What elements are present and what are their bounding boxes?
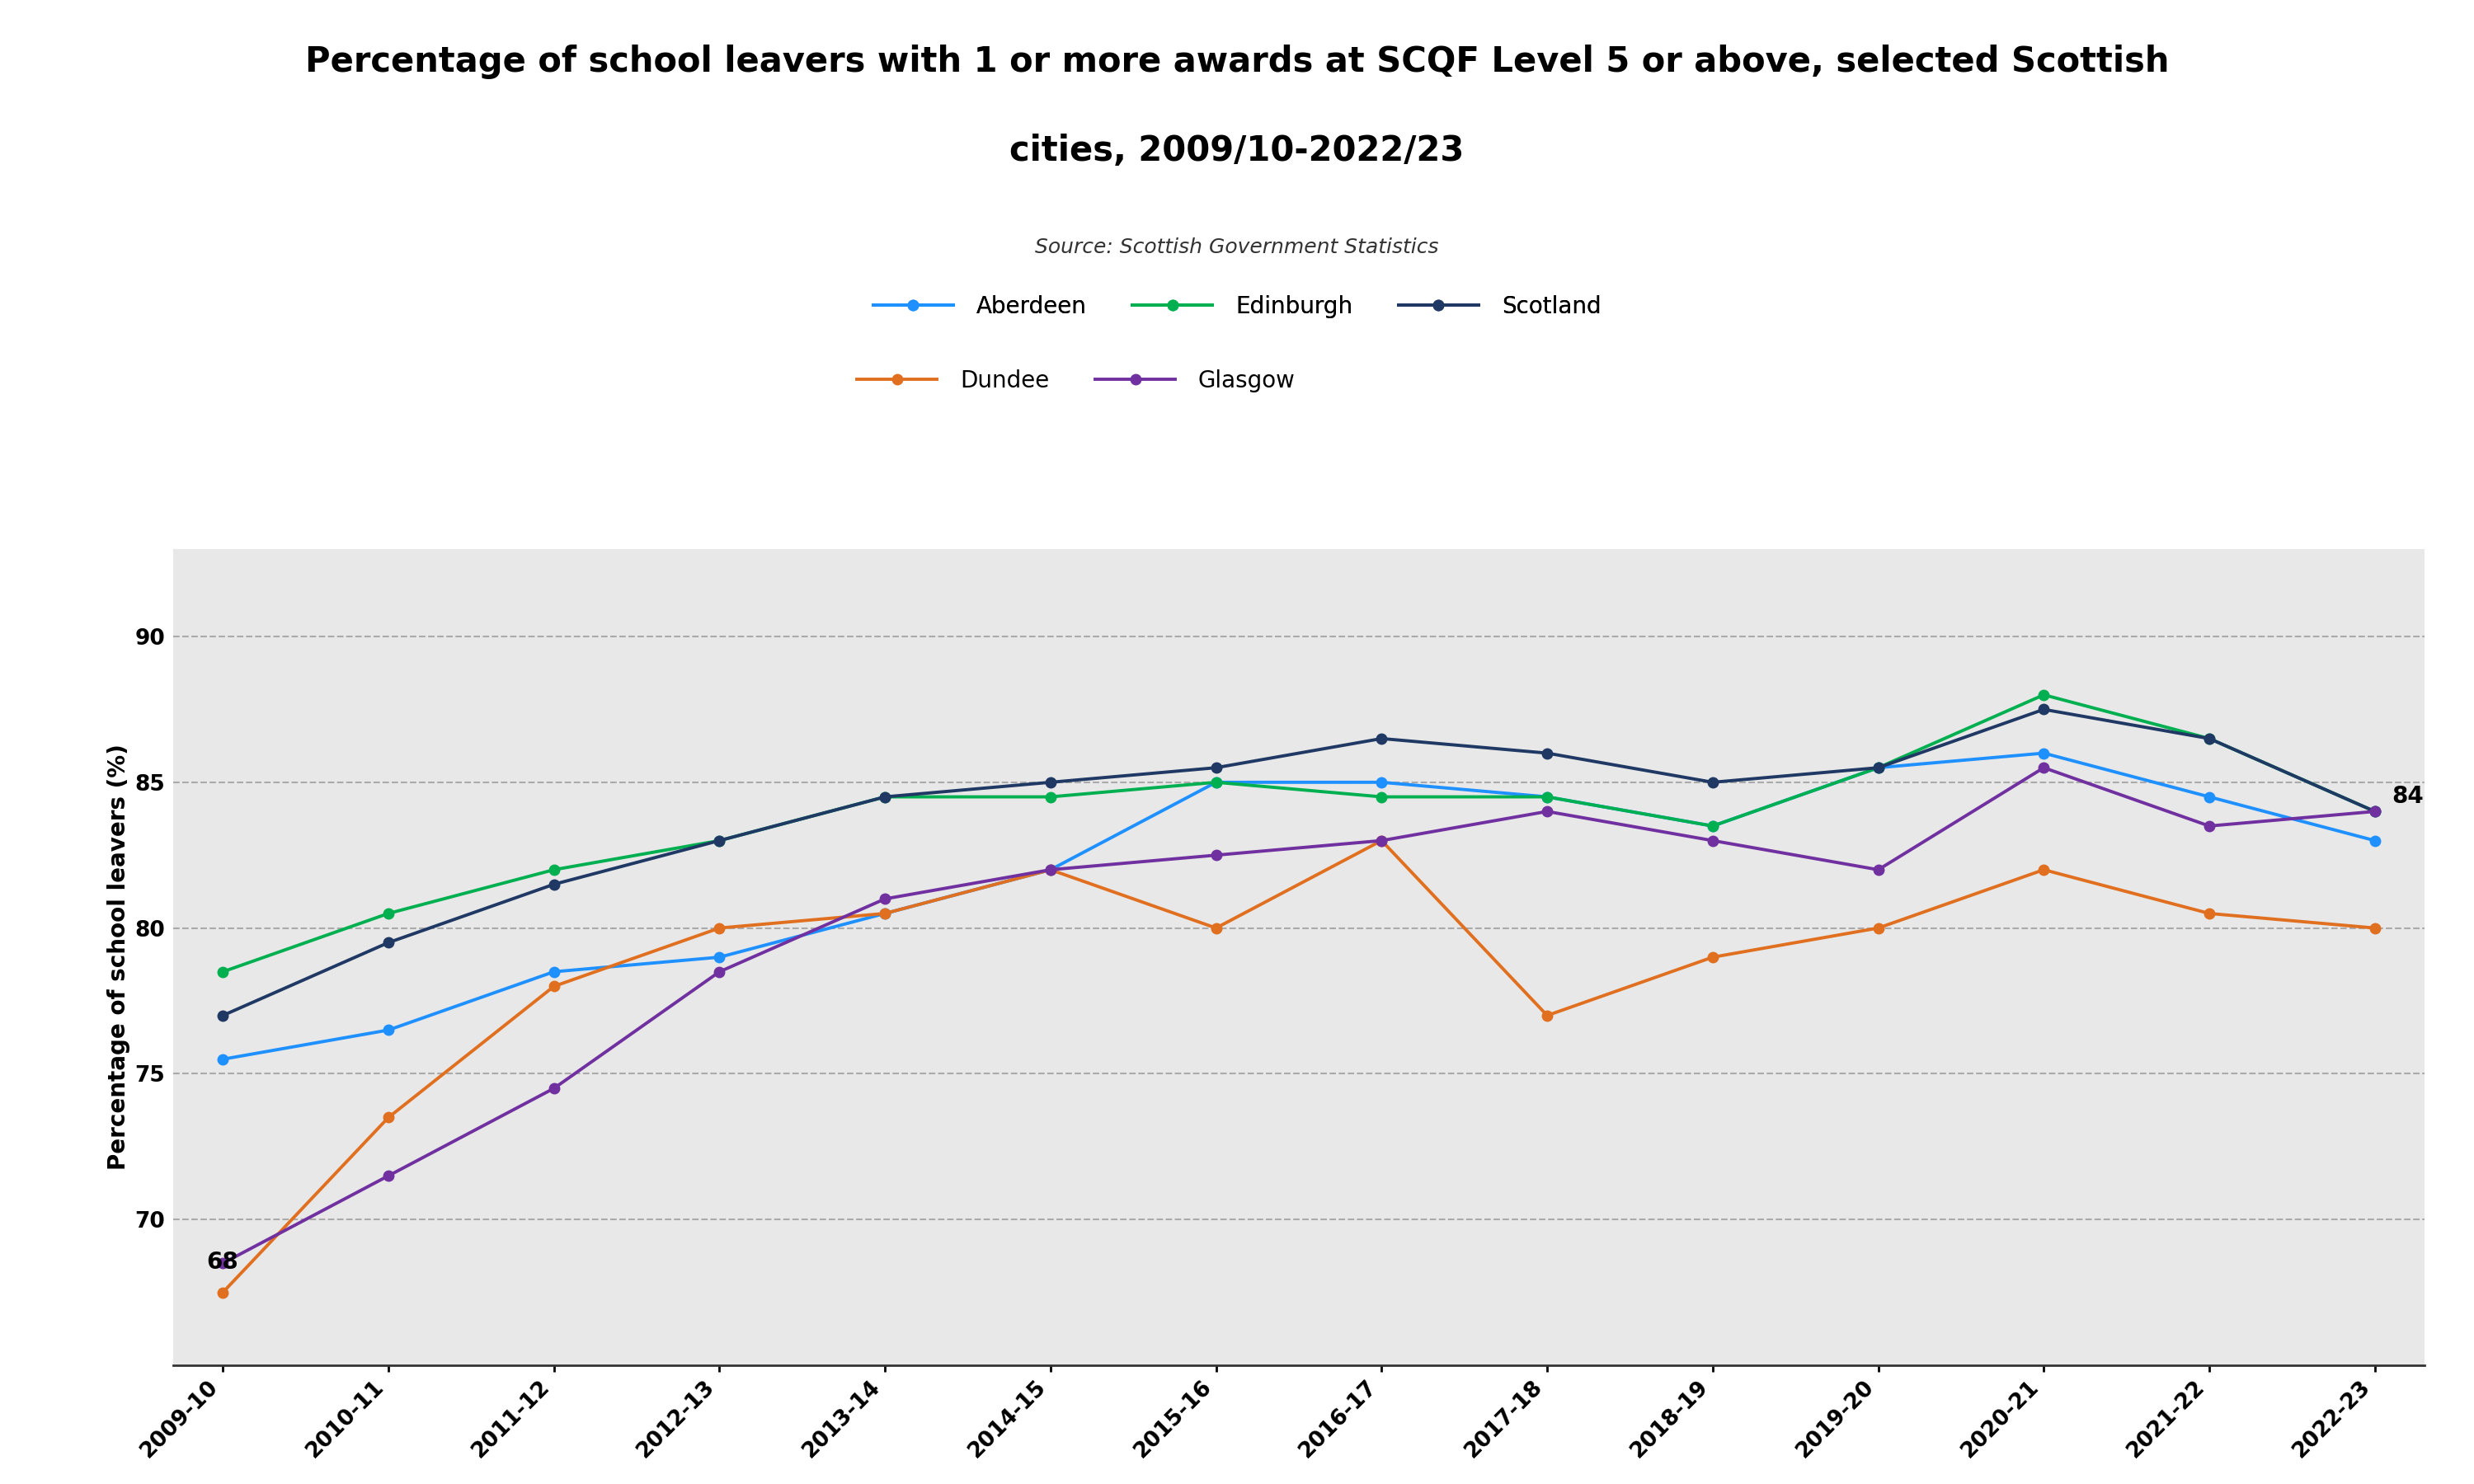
- Scotland: [208, 1006, 238, 1024]
- Dundee: [1863, 919, 1893, 936]
- Scotland: [1697, 773, 1727, 791]
- Aberdeen: [705, 948, 735, 966]
- Scotland: [1366, 730, 1395, 748]
- Edinburgh: [1037, 788, 1066, 806]
- Scotland: [539, 876, 569, 893]
- Dundee: [1531, 1006, 1561, 1024]
- Scotland: [2360, 803, 2390, 821]
- Edinburgh: [1863, 758, 1893, 776]
- Glasgow: [1037, 861, 1066, 879]
- Text: cities, 2009/10-2022/23: cities, 2009/10-2022/23: [1009, 134, 1465, 168]
- Glasgow: [2360, 803, 2390, 821]
- Dundee: [374, 1109, 403, 1126]
- Aberdeen: [871, 905, 901, 923]
- Scotland: [2194, 730, 2224, 748]
- Glasgow: [2029, 758, 2058, 776]
- Glasgow: [705, 963, 735, 981]
- Dundee: [871, 905, 901, 923]
- Aberdeen: [2194, 788, 2224, 806]
- Glasgow: [871, 890, 901, 908]
- Dundee: [2360, 919, 2390, 936]
- Glasgow: [2194, 818, 2224, 835]
- Dundee: [1697, 948, 1727, 966]
- Line: Scotland: Scotland: [218, 705, 2380, 1021]
- Y-axis label: Percentage of school leavers (%): Percentage of school leavers (%): [106, 743, 131, 1171]
- Dundee: [1037, 861, 1066, 879]
- Aberdeen: [374, 1021, 403, 1039]
- Edinburgh: [2029, 686, 2058, 703]
- Scotland: [374, 933, 403, 951]
- Text: Source: Scottish Government Statistics: Source: Scottish Government Statistics: [1034, 237, 1440, 257]
- Scotland: [1037, 773, 1066, 791]
- Aberdeen: [2029, 745, 2058, 763]
- Glasgow: [1697, 831, 1727, 849]
- Glasgow: [208, 1254, 238, 1272]
- Text: Percentage of school leavers with 1 or more awards at SCQF Level 5 or above, sel: Percentage of school leavers with 1 or m…: [304, 45, 2170, 79]
- Dundee: [2029, 861, 2058, 879]
- Text: 84: 84: [2392, 785, 2425, 807]
- Line: Dundee: Dundee: [218, 835, 2380, 1297]
- Glasgow: [1202, 846, 1232, 864]
- Edinburgh: [2194, 730, 2224, 748]
- Scotland: [1531, 745, 1561, 763]
- Edinburgh: [705, 831, 735, 849]
- Edinburgh: [1531, 788, 1561, 806]
- Dundee: [1366, 831, 1395, 849]
- Edinburgh: [1366, 788, 1395, 806]
- Glasgow: [374, 1166, 403, 1184]
- Scotland: [1863, 758, 1893, 776]
- Aberdeen: [1202, 773, 1232, 791]
- Edinburgh: [871, 788, 901, 806]
- Scotland: [871, 788, 901, 806]
- Edinburgh: [208, 963, 238, 981]
- Legend: Dundee, Glasgow: Dundee, Glasgow: [849, 361, 1304, 402]
- Aberdeen: [1037, 861, 1066, 879]
- Line: Glasgow: Glasgow: [218, 763, 2380, 1269]
- Dundee: [208, 1284, 238, 1301]
- Line: Aberdeen: Aberdeen: [218, 748, 2380, 1064]
- Aberdeen: [208, 1051, 238, 1068]
- Glasgow: [1531, 803, 1561, 821]
- Text: 68: 68: [205, 1251, 238, 1275]
- Aberdeen: [1697, 818, 1727, 835]
- Aberdeen: [2360, 831, 2390, 849]
- Aberdeen: [1531, 788, 1561, 806]
- Line: Edinburgh: Edinburgh: [218, 690, 2380, 976]
- Dundee: [539, 978, 569, 996]
- Dundee: [705, 919, 735, 936]
- Edinburgh: [374, 905, 403, 923]
- Edinburgh: [1697, 818, 1727, 835]
- Dundee: [2194, 905, 2224, 923]
- Aberdeen: [1863, 758, 1893, 776]
- Edinburgh: [1202, 773, 1232, 791]
- Scotland: [2029, 700, 2058, 718]
- Edinburgh: [2360, 803, 2390, 821]
- Edinburgh: [539, 861, 569, 879]
- Aberdeen: [1366, 773, 1395, 791]
- Legend: Aberdeen, Edinburgh, Scotland: Aberdeen, Edinburgh, Scotland: [863, 286, 1611, 328]
- Dundee: [1202, 919, 1232, 936]
- Glasgow: [1863, 861, 1893, 879]
- Aberdeen: [539, 963, 569, 981]
- Scotland: [705, 831, 735, 849]
- Glasgow: [539, 1079, 569, 1097]
- Scotland: [1202, 758, 1232, 776]
- Glasgow: [1366, 831, 1395, 849]
